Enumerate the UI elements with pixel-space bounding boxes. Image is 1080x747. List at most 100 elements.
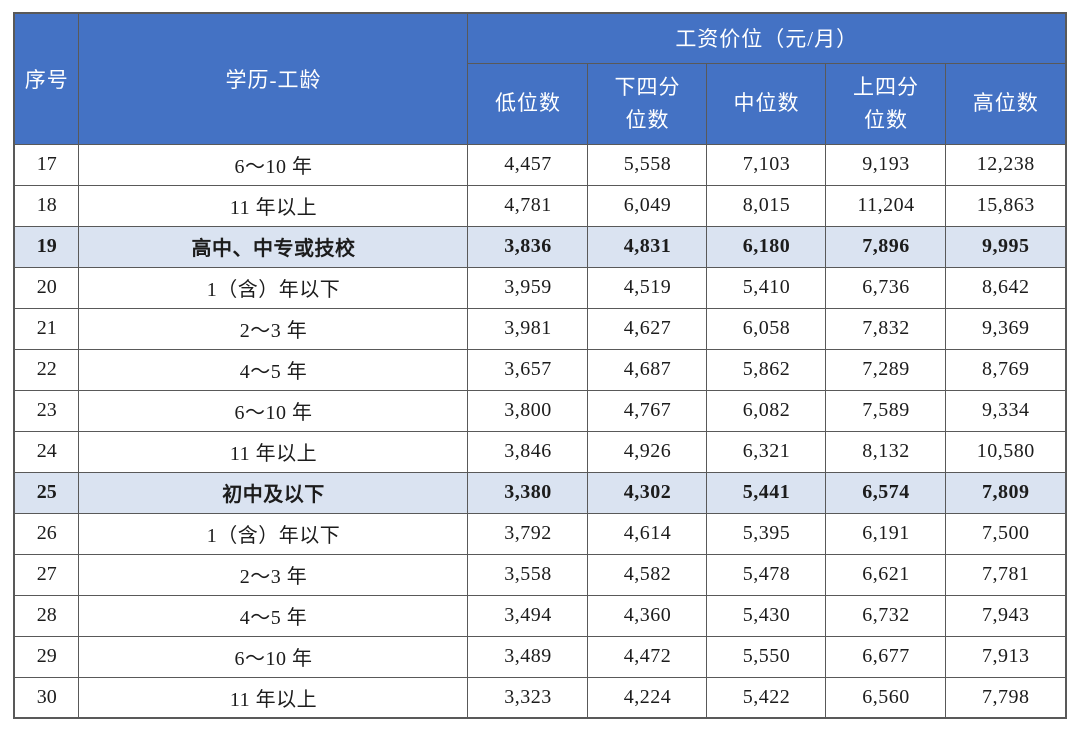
table-row: 23 6～10 年 3,800 4,767 6,082 7,589 9,334 bbox=[13, 389, 1067, 432]
cell-high-decile: 9,369 bbox=[945, 307, 1067, 350]
row-label: 11 年以上 bbox=[78, 430, 469, 473]
cell-low-decile: 3,846 bbox=[467, 430, 589, 473]
table-body: 17 6～10 年 4,457 5,558 7,103 9,193 12,238… bbox=[13, 143, 1067, 719]
cell-lower-quartile: 5,558 bbox=[587, 143, 708, 186]
cell-upper-quartile: 6,191 bbox=[825, 512, 947, 555]
cell-low-decile: 4,781 bbox=[467, 184, 589, 227]
header-low-decile: 低位数 bbox=[467, 62, 589, 145]
row-number: 27 bbox=[13, 553, 80, 596]
cell-upper-quartile: 11,204 bbox=[825, 184, 947, 227]
row-label: 2～3 年 bbox=[78, 307, 469, 350]
cell-high-decile: 7,500 bbox=[945, 512, 1067, 555]
header-lower-quartile: 下四分位数 bbox=[587, 62, 708, 145]
row-label: 初中及以下 bbox=[78, 471, 469, 514]
row-number: 26 bbox=[13, 512, 80, 555]
row-number: 21 bbox=[13, 307, 80, 350]
row-label: 1（含）年以下 bbox=[78, 512, 469, 555]
cell-low-decile: 3,800 bbox=[467, 389, 589, 432]
row-label: 高中、中专或技校 bbox=[78, 225, 469, 268]
table-row: 21 2～3 年 3,981 4,627 6,058 7,832 9,369 bbox=[13, 307, 1067, 350]
cell-upper-quartile: 6,574 bbox=[825, 471, 947, 514]
cell-low-decile: 3,323 bbox=[467, 676, 589, 719]
cell-high-decile: 9,995 bbox=[945, 225, 1067, 268]
cell-lower-quartile: 4,519 bbox=[587, 266, 708, 309]
cell-low-decile: 3,981 bbox=[467, 307, 589, 350]
cell-upper-quartile: 6,621 bbox=[825, 553, 947, 596]
header-row-sub: 低位数 下四分位数 中位数 上四分位数 高位数 bbox=[14, 62, 1067, 145]
cell-lower-quartile: 4,831 bbox=[587, 225, 708, 268]
row-label: 11 年以上 bbox=[78, 676, 469, 719]
header-edu-tenure: 学历-工龄 bbox=[78, 12, 469, 145]
cell-low-decile: 3,558 bbox=[467, 553, 589, 596]
cell-high-decile: 15,863 bbox=[945, 184, 1067, 227]
row-number: 24 bbox=[13, 430, 80, 473]
cell-high-decile: 7,809 bbox=[945, 471, 1067, 514]
header-upper-quartile-label: 上四分位数 bbox=[852, 74, 919, 132]
row-number: 30 bbox=[13, 676, 80, 719]
row-label: 6～10 年 bbox=[78, 635, 469, 678]
cell-median: 5,550 bbox=[706, 635, 827, 678]
cell-median: 5,478 bbox=[706, 553, 827, 596]
header-seq: 序号 bbox=[13, 12, 80, 145]
table-row: 28 4～5 年 3,494 4,360 5,430 6,732 7,943 bbox=[13, 594, 1067, 637]
cell-lower-quartile: 4,687 bbox=[587, 348, 708, 391]
row-number: 25 bbox=[13, 471, 80, 514]
cell-high-decile: 9,334 bbox=[945, 389, 1067, 432]
cell-high-decile: 8,642 bbox=[945, 266, 1067, 309]
cell-high-decile: 7,798 bbox=[945, 676, 1067, 719]
row-label: 1（含）年以下 bbox=[78, 266, 469, 309]
cell-median: 5,862 bbox=[706, 348, 827, 391]
cell-low-decile: 4,457 bbox=[467, 143, 589, 186]
cell-upper-quartile: 6,732 bbox=[825, 594, 947, 637]
cell-median: 8,015 bbox=[706, 184, 827, 227]
cell-upper-quartile: 7,589 bbox=[825, 389, 947, 432]
table-row: 24 11 年以上 3,846 4,926 6,321 8,132 10,580 bbox=[13, 430, 1067, 473]
cell-lower-quartile: 4,767 bbox=[587, 389, 708, 432]
row-number: 19 bbox=[13, 225, 80, 268]
header-lower-quartile-label: 下四分位数 bbox=[614, 74, 681, 132]
row-number: 29 bbox=[13, 635, 80, 678]
cell-upper-quartile: 7,896 bbox=[825, 225, 947, 268]
cell-low-decile: 3,792 bbox=[467, 512, 589, 555]
table-row: 18 11 年以上 4,781 6,049 8,015 11,204 15,86… bbox=[13, 184, 1067, 227]
cell-low-decile: 3,657 bbox=[467, 348, 589, 391]
cell-upper-quartile: 9,193 bbox=[825, 143, 947, 186]
header-upper-quartile: 上四分位数 bbox=[825, 62, 947, 145]
cell-lower-quartile: 6,049 bbox=[587, 184, 708, 227]
row-number: 22 bbox=[13, 348, 80, 391]
row-label: 2～3 年 bbox=[78, 553, 469, 596]
cell-lower-quartile: 4,302 bbox=[587, 471, 708, 514]
header-high-decile: 高位数 bbox=[945, 62, 1067, 145]
row-label: 4～5 年 bbox=[78, 594, 469, 637]
cell-median: 5,441 bbox=[706, 471, 827, 514]
cell-upper-quartile: 6,560 bbox=[825, 676, 947, 719]
cell-lower-quartile: 4,472 bbox=[587, 635, 708, 678]
row-number: 23 bbox=[13, 389, 80, 432]
cell-high-decile: 8,769 bbox=[945, 348, 1067, 391]
cell-high-decile: 7,913 bbox=[945, 635, 1067, 678]
header-wage-group: 工资价位（元/月） bbox=[467, 12, 1067, 64]
cell-lower-quartile: 4,582 bbox=[587, 553, 708, 596]
cell-lower-quartile: 4,627 bbox=[587, 307, 708, 350]
cell-high-decile: 12,238 bbox=[945, 143, 1067, 186]
cell-upper-quartile: 6,677 bbox=[825, 635, 947, 678]
cell-median: 5,395 bbox=[706, 512, 827, 555]
row-label: 4～5 年 bbox=[78, 348, 469, 391]
cell-high-decile: 10,580 bbox=[945, 430, 1067, 473]
cell-lower-quartile: 4,224 bbox=[587, 676, 708, 719]
cell-median: 6,058 bbox=[706, 307, 827, 350]
cell-upper-quartile: 7,289 bbox=[825, 348, 947, 391]
table-row: 20 1（含）年以下 3,959 4,519 5,410 6,736 8,642 bbox=[13, 266, 1067, 309]
cell-low-decile: 3,959 bbox=[467, 266, 589, 309]
table-row: 19 高中、中专或技校 3,836 4,831 6,180 7,896 9,99… bbox=[13, 225, 1067, 268]
cell-median: 5,410 bbox=[706, 266, 827, 309]
table-header: 序号 学历-工龄 工资价位（元/月） 低位数 下四分位数 中位数 上四分位数 高… bbox=[13, 12, 1067, 145]
table-row: 25 初中及以下 3,380 4,302 5,441 6,574 7,809 bbox=[13, 471, 1067, 514]
row-label: 6～10 年 bbox=[78, 143, 469, 186]
row-label: 6～10 年 bbox=[78, 389, 469, 432]
cell-low-decile: 3,836 bbox=[467, 225, 589, 268]
table-row: 29 6～10 年 3,489 4,472 5,550 6,677 7,913 bbox=[13, 635, 1067, 678]
table-row: 26 1（含）年以下 3,792 4,614 5,395 6,191 7,500 bbox=[13, 512, 1067, 555]
row-number: 20 bbox=[13, 266, 80, 309]
